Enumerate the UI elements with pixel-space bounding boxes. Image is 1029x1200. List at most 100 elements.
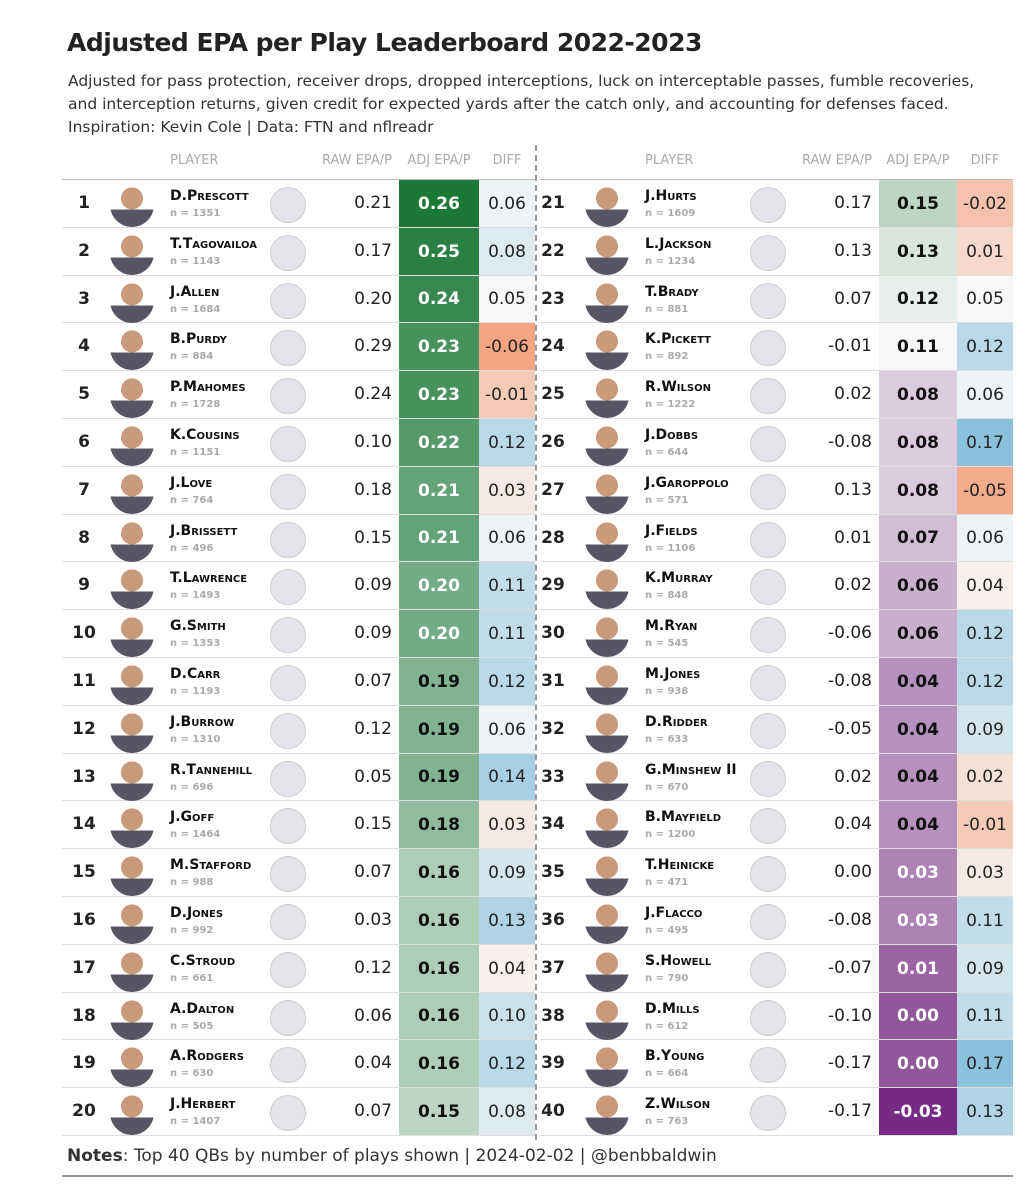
notes-text: : Top 40 QBs by number of plays shown | … xyxy=(122,1146,717,1166)
player-name: M.Jones xyxy=(645,665,701,682)
diff-cell: 0.04 xyxy=(957,562,1013,611)
plays: n = 1143 xyxy=(170,255,221,267)
raw-epa: -0.05 xyxy=(828,718,872,739)
diff-cell: -0.01 xyxy=(957,801,1013,850)
raw-epa: 0.12 xyxy=(354,718,392,739)
diff-cell: 0.09 xyxy=(957,944,1013,993)
row-rule xyxy=(62,561,535,563)
adj-cell: 0.23 xyxy=(399,371,479,419)
headshot xyxy=(585,756,629,801)
rank: 21 xyxy=(541,192,565,213)
column-header: PLAYER xyxy=(170,153,219,168)
rank: 29 xyxy=(541,575,565,596)
plays: n = 696 xyxy=(170,781,214,793)
player-name: T.Tagovailoa xyxy=(170,235,257,252)
row-rule xyxy=(540,226,1013,228)
plays: n = 1609 xyxy=(645,207,696,219)
raw-epa: 0.17 xyxy=(354,240,392,261)
team-logo xyxy=(270,903,306,940)
rank: 36 xyxy=(541,909,565,930)
diff-cell: 0.17 xyxy=(957,1040,1013,1089)
rank: 12 xyxy=(72,718,96,739)
plays: n = 495 xyxy=(645,924,689,936)
raw-epa: 0.13 xyxy=(834,240,872,261)
headshot xyxy=(110,374,154,419)
row-rule xyxy=(62,1039,535,1041)
plays: n = 764 xyxy=(170,494,214,506)
adj-cell: 0.00 xyxy=(879,992,957,1041)
headshot xyxy=(585,182,629,227)
adj-cell: 0.04 xyxy=(879,658,957,706)
team-logo xyxy=(750,664,786,701)
team-logo xyxy=(750,712,786,749)
rank: 9 xyxy=(78,575,90,596)
team-logo xyxy=(750,903,786,940)
row-rule xyxy=(62,274,535,276)
player-name: J.Dobbs xyxy=(645,426,699,443)
headshot xyxy=(585,326,629,371)
headshot xyxy=(110,1091,154,1136)
headshot xyxy=(110,995,154,1040)
diff-cell: 0.08 xyxy=(479,227,535,276)
adj-cell: 0.00 xyxy=(879,1040,957,1089)
diff-cell: 0.03 xyxy=(479,466,535,515)
player-name: J.Garoppolo xyxy=(645,474,729,491)
player-name: D.Prescott xyxy=(170,187,249,204)
rank: 2 xyxy=(78,240,90,261)
title: Adjusted EPA per Play Leaderboard 2022-2… xyxy=(67,28,702,57)
team-logo xyxy=(270,664,306,701)
plays: n = 1464 xyxy=(170,829,221,841)
row-rule xyxy=(62,896,535,897)
diff-cell: 0.10 xyxy=(479,992,535,1041)
headshot xyxy=(110,230,154,275)
rank: 1 xyxy=(78,192,90,213)
player-name: M.Stafford xyxy=(170,857,252,874)
headshot xyxy=(110,517,154,562)
plays: n = 892 xyxy=(645,351,689,363)
diff-cell: 0.05 xyxy=(479,275,535,324)
player-name: B.Mayfield xyxy=(645,809,721,826)
adj-cell: 0.04 xyxy=(879,753,957,802)
plays: n = 1200 xyxy=(645,829,696,841)
plays: n = 545 xyxy=(645,638,689,650)
team-logo xyxy=(750,425,786,462)
rank: 10 xyxy=(72,623,96,644)
player-name: P.Mahomes xyxy=(170,379,246,396)
row-rule xyxy=(62,370,535,372)
diff-cell: 0.05 xyxy=(957,275,1013,324)
player-name: G.Minshew II xyxy=(645,761,737,778)
row-rule xyxy=(540,513,1013,515)
headshot xyxy=(110,565,154,610)
team-logo xyxy=(750,378,786,415)
raw-epa: 0.15 xyxy=(354,527,392,548)
adj-cell: 0.19 xyxy=(399,705,479,754)
plays: n = 644 xyxy=(645,446,689,458)
headshot xyxy=(585,517,629,562)
row-rule xyxy=(62,704,535,706)
diff-cell: 0.12 xyxy=(957,323,1013,372)
row-rule xyxy=(540,561,1013,563)
subtitle: and interception returns, given credit f… xyxy=(68,95,949,113)
adj-cell: 0.16 xyxy=(399,992,479,1041)
diff-cell: 0.06 xyxy=(957,514,1013,563)
diff-cell: 0.12 xyxy=(479,658,535,706)
row-rule xyxy=(540,1087,1013,1089)
raw-epa: 0.03 xyxy=(354,909,392,930)
adj-cell: 0.20 xyxy=(399,562,479,611)
raw-epa: 0.07 xyxy=(834,288,872,309)
adj-cell: 0.13 xyxy=(879,227,957,276)
adj-cell: 0.06 xyxy=(879,562,957,611)
adj-cell: 0.20 xyxy=(399,610,479,658)
adj-cell: 0.03 xyxy=(879,849,957,897)
bottom-rule xyxy=(62,1175,1013,1177)
plays: n = 1351 xyxy=(170,207,221,219)
row-rule xyxy=(540,274,1013,276)
diff-cell: 0.06 xyxy=(479,180,535,228)
plays: n = 1493 xyxy=(170,590,221,602)
plays: n = 1193 xyxy=(170,685,221,697)
rank: 15 xyxy=(72,862,96,883)
team-logo xyxy=(270,617,306,654)
rank: 26 xyxy=(541,431,565,452)
rank: 6 xyxy=(78,431,90,452)
plays: n = 884 xyxy=(170,351,214,363)
